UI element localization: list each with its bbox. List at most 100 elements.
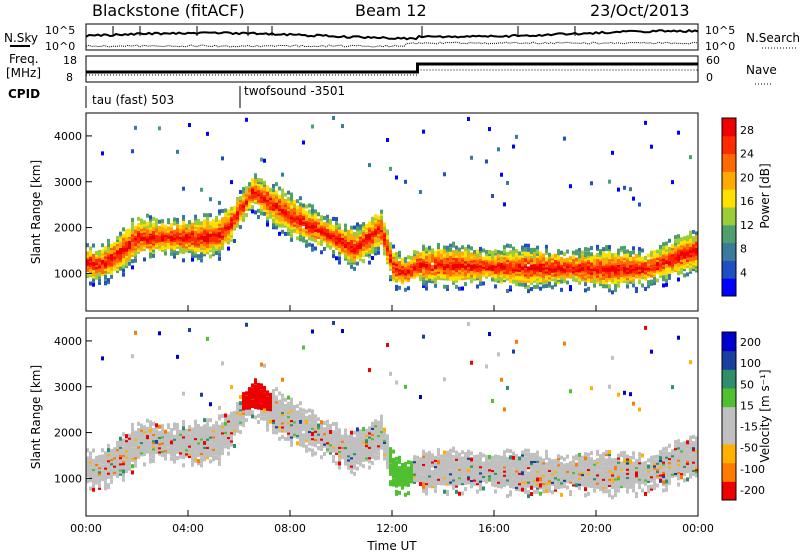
velocity-echo-cell — [194, 420, 197, 424]
power-echo-cell — [671, 180, 674, 184]
power-echo-cell — [515, 249, 518, 253]
power-echo-cell — [392, 245, 395, 249]
power-echo-cell — [440, 249, 443, 253]
velocity-echo-cell — [446, 451, 449, 455]
velocity-echo-cell — [101, 356, 104, 360]
power-echo-cell — [608, 245, 611, 249]
power-echo-cell — [512, 251, 515, 255]
power-echo-cell — [515, 253, 518, 257]
power-echo-cell — [596, 245, 599, 249]
velocity-echo-cell — [458, 463, 461, 467]
power-echo-cell — [287, 232, 290, 236]
velocity-echo-cell — [239, 395, 242, 399]
velocity-echo-cell — [140, 424, 143, 428]
power-echo-cell — [527, 248, 530, 252]
power-echo-cell — [350, 265, 353, 269]
power-echo-cell — [635, 254, 638, 258]
velocity-echo-cell — [245, 323, 248, 327]
power-echo-cell — [209, 221, 212, 225]
velocity-echo-cell — [416, 460, 419, 464]
velocity-echo-cell — [392, 450, 395, 454]
velocity-echo-cell — [374, 454, 377, 458]
power-echo-cell — [602, 257, 605, 261]
velocity-echo-cell — [107, 448, 110, 452]
power-echo-cell — [491, 278, 494, 282]
power-echo-cell — [446, 285, 449, 289]
velocity-echo-cell — [134, 431, 137, 435]
power-echo-cell — [122, 264, 125, 268]
power-echo-cell — [113, 242, 116, 246]
velocity-echo-cell — [389, 447, 392, 451]
power-echo-cell — [518, 251, 521, 255]
power-echo-cell — [206, 221, 209, 225]
power-echo-cell — [509, 244, 512, 248]
velocity-echo-cell — [356, 427, 359, 431]
power-echo-cell — [560, 280, 563, 284]
power-echo-cell — [509, 257, 512, 261]
power-echo-cell — [323, 216, 326, 220]
power-echo-cell — [296, 236, 299, 240]
velocity-echo-cell — [200, 393, 203, 397]
velocity-echo-cell — [128, 467, 131, 471]
power-echo-cell — [458, 258, 461, 262]
cpid-segment-1: tau (fast) 503 — [92, 93, 174, 107]
power-echo-cell — [638, 251, 641, 255]
power-echo-cell — [524, 283, 527, 287]
power-echo-cell — [443, 172, 446, 176]
power-echo-cell — [305, 205, 308, 209]
velocity-echo-cell — [191, 463, 194, 467]
power-echo-cell — [167, 226, 170, 230]
power-echo-cell — [131, 259, 134, 263]
velocity-echo-cell — [350, 431, 353, 435]
power-echo-cell — [611, 253, 614, 257]
power-echo-cell — [311, 248, 314, 252]
velocity-echo-cell — [317, 417, 320, 421]
velocity-echo-cell — [320, 420, 323, 424]
nsky-tick-low: 10^0 — [45, 40, 75, 53]
power-echo-cell — [656, 279, 659, 283]
velocity-echo-cell — [242, 392, 245, 396]
velocity-echo-cell — [248, 387, 251, 391]
power-echo-cell — [506, 244, 509, 248]
velocity-echo-cell — [122, 443, 125, 447]
power-echo-cell — [98, 258, 101, 262]
power-echo-cell — [428, 246, 431, 250]
velocity-echo-cell — [299, 420, 302, 424]
power-echo-cell — [194, 248, 197, 252]
power-echo-cell — [635, 287, 638, 291]
power-echo-cell — [566, 281, 569, 285]
power-echo-cell — [92, 254, 95, 258]
velocity-echo-cell — [377, 421, 380, 425]
power-echo-cell — [89, 246, 92, 250]
velocity-echo-cell — [464, 477, 467, 481]
velocity-echo-cell — [236, 402, 239, 406]
power-echo-cell — [455, 250, 458, 254]
power-echo-cell — [302, 228, 305, 232]
velocity-echo-cell — [98, 463, 101, 467]
power-echo-cell — [224, 208, 227, 212]
power-echo-cell — [530, 287, 533, 291]
power-echo-cell — [188, 220, 191, 224]
power-echo-cell — [554, 279, 557, 283]
power-echo-cell — [263, 204, 266, 208]
velocity-echo-cell — [434, 489, 437, 493]
velocity-echo-cell — [329, 430, 332, 434]
power-echo-cell — [662, 242, 665, 246]
freq-label: Freq. — [9, 52, 39, 66]
power-echo-cell — [512, 247, 515, 251]
power-echo-cell — [152, 217, 155, 221]
velocity-echo-cell — [353, 437, 356, 441]
power-echo-cell — [569, 256, 572, 260]
power-echo-cell — [281, 193, 284, 197]
power-echo-cell — [521, 246, 524, 250]
power-echo-cell — [632, 197, 635, 201]
velocity-echo-cell — [167, 448, 170, 452]
power-echo-cell — [641, 248, 644, 252]
velocity-echo-cell — [245, 395, 248, 399]
velocity-echo-cell — [173, 457, 176, 461]
power-ytick-label: 2000 — [54, 222, 82, 235]
velocity-echo-cell — [395, 457, 398, 461]
power-echo-cell — [263, 159, 266, 163]
power-echo-cell — [359, 231, 362, 235]
velocity-echo-cell — [155, 429, 158, 433]
